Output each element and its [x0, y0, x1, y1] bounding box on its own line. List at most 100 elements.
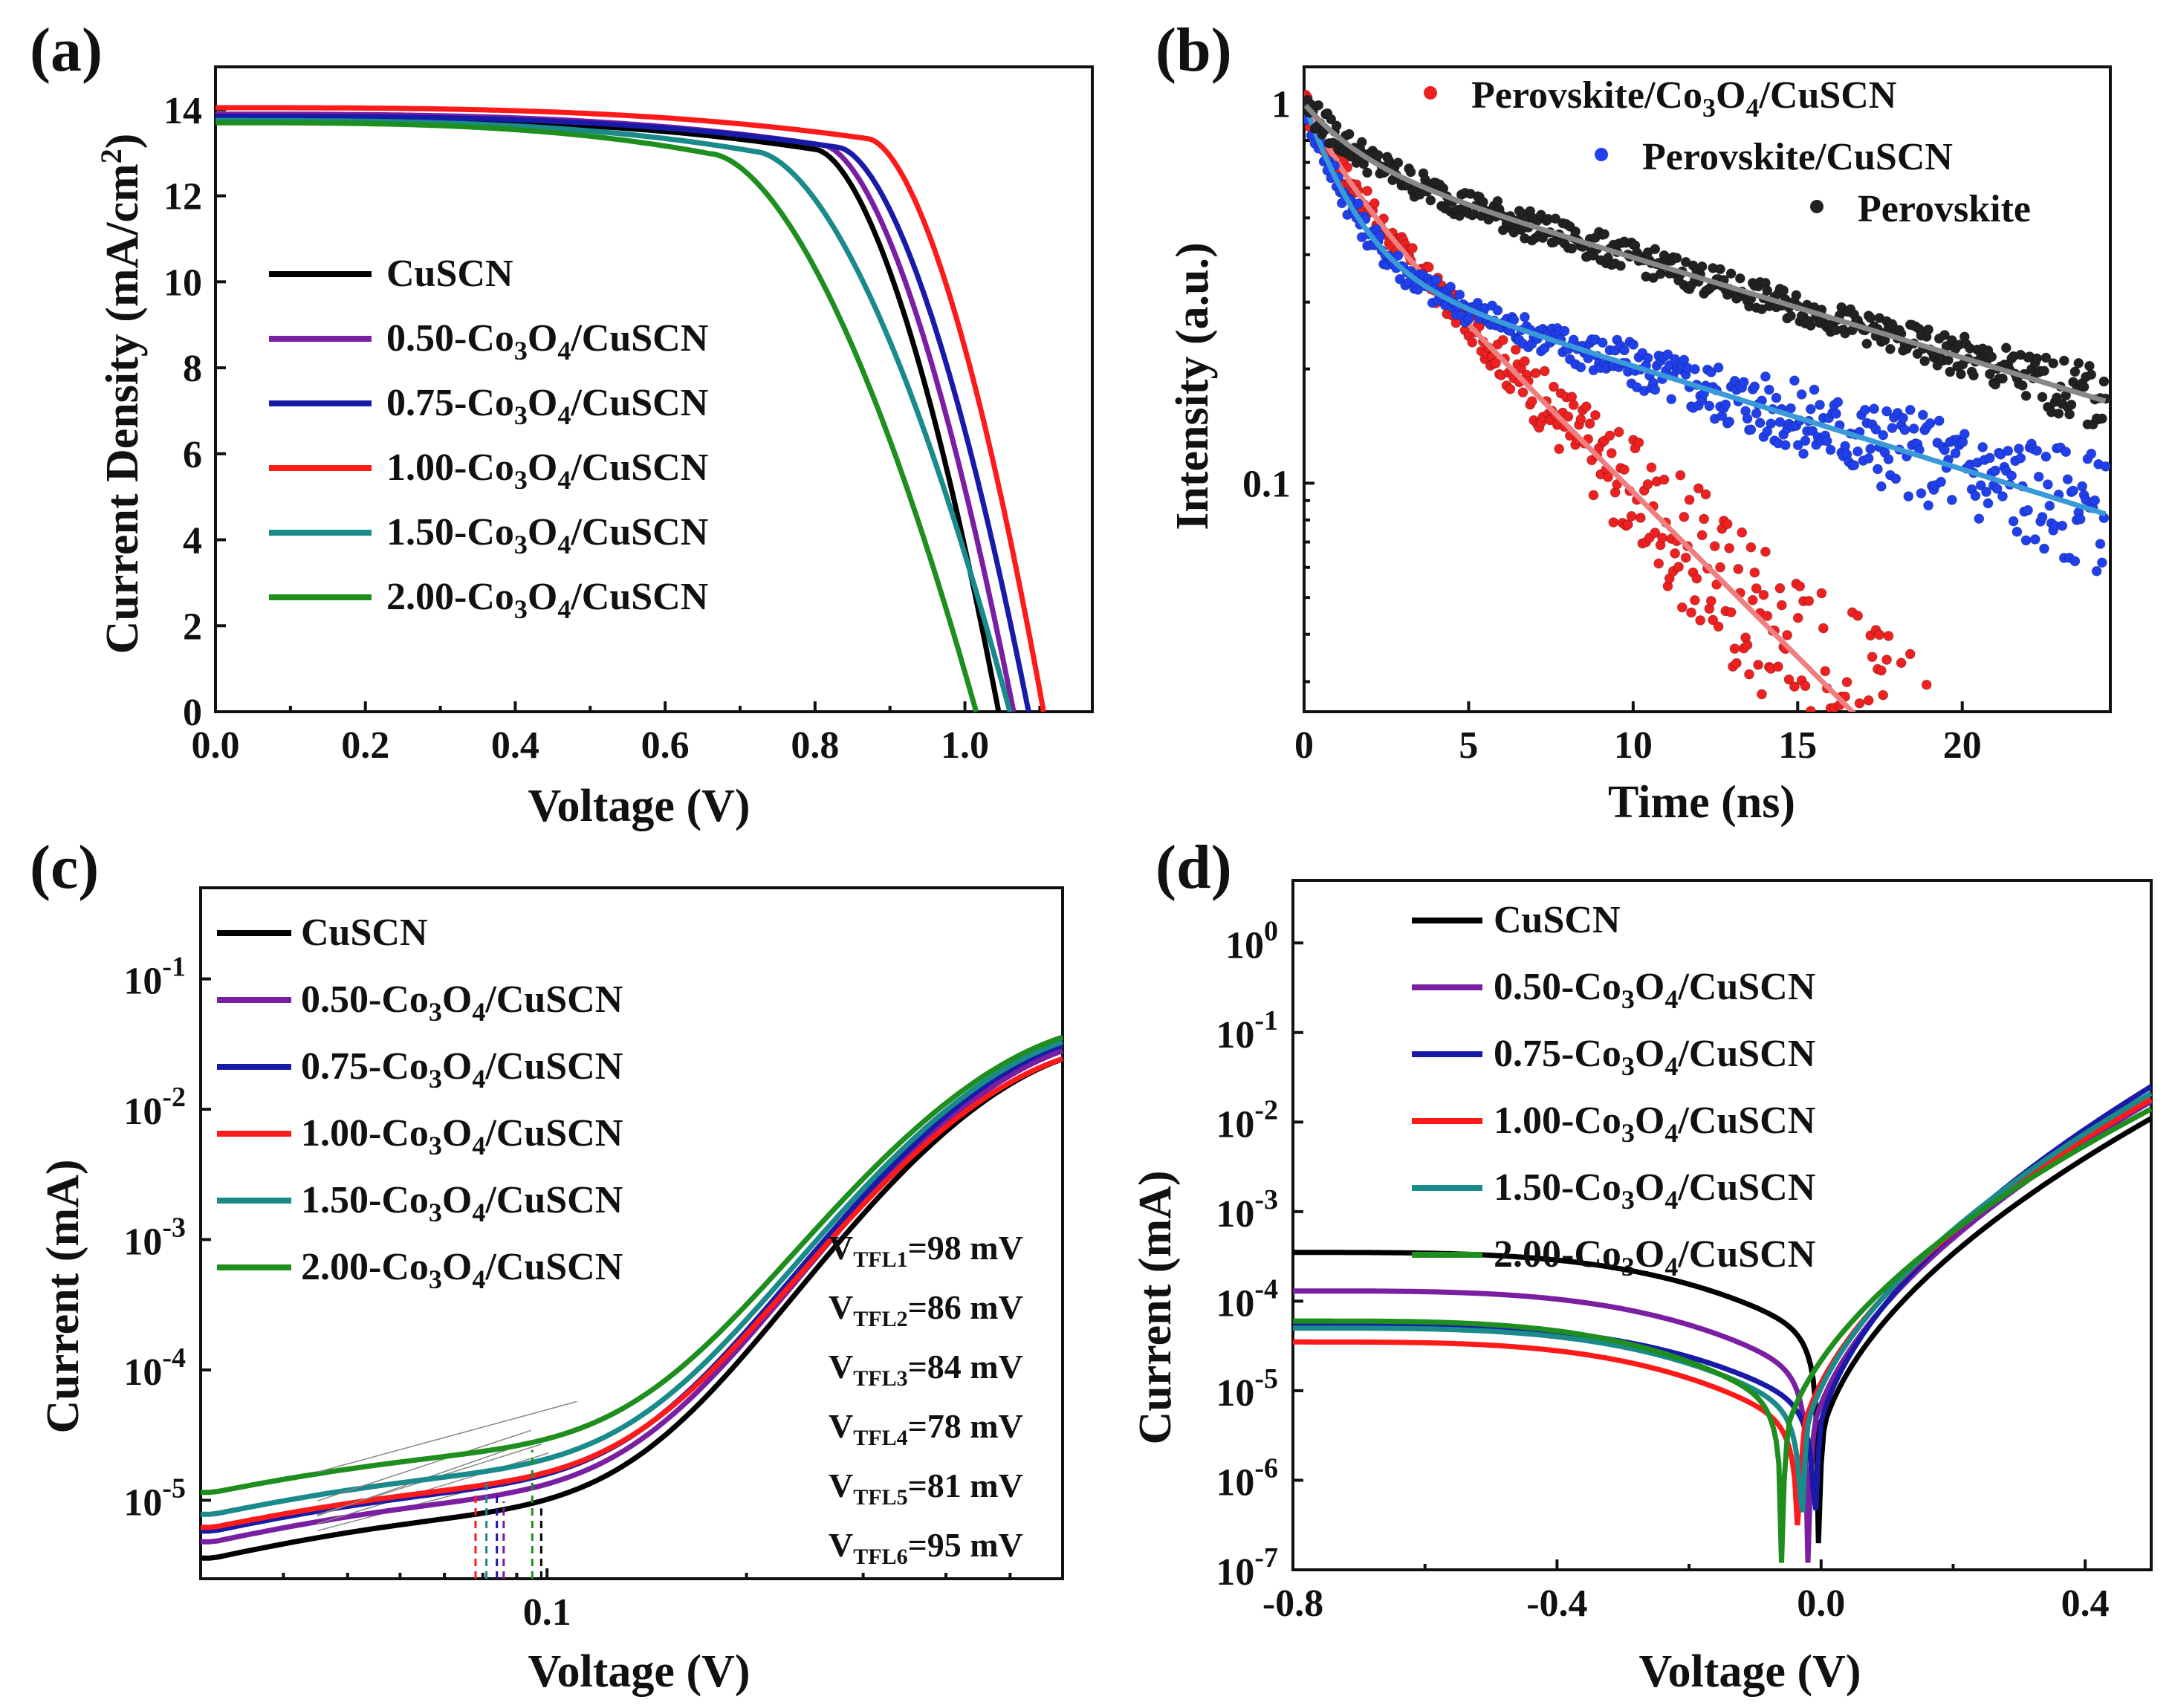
panel-b-point — [1725, 268, 1737, 279]
panel-b-point — [1731, 657, 1742, 669]
panel-b-point — [2091, 565, 2102, 577]
panel-d-legend: CuSCN0.50-Co3O4/CuSCN0.75-Co3O4/CuSCN1.0… — [1412, 899, 1815, 1282]
panel-c-legend-part: /CuSCN — [484, 1045, 623, 1088]
panel-d-legend-sub: 3 — [1621, 1118, 1635, 1148]
panel-b-point — [1792, 612, 1803, 623]
panel-c-frame — [199, 886, 1064, 1580]
panel-a-x-tick-label: 1.0 — [941, 724, 989, 767]
panel-d-legend-part: /CuSCN — [1677, 1233, 1815, 1276]
panel-b-point — [2032, 353, 2043, 364]
panel-d-y-tick-label: 10-4 — [1216, 1273, 1278, 1325]
panel-b-point — [1984, 368, 1995, 380]
panel-b-ylabel: Intensity (a.u.) — [1167, 242, 1218, 530]
panel-d-legend-sub: 4 — [1664, 1051, 1678, 1081]
panel-d-series-2-00-co3o4-cuscn — [1293, 1106, 2153, 1563]
panel-c-vtfl-v: V — [829, 1526, 853, 1564]
panel-b-point — [1747, 594, 1758, 605]
panel-a-y-tick-label: 8 — [183, 348, 202, 390]
panel-a-legend-sub: 3 — [514, 336, 528, 366]
panel-d-y-tick-label: 10-5 — [1216, 1363, 1278, 1415]
panel-b-point — [1505, 383, 1516, 394]
panel-b-point — [1724, 542, 1735, 553]
panel-b-point — [2077, 481, 2088, 492]
panel-b-point — [1548, 381, 1559, 392]
panel-c-y-tick-label: 10-3 — [123, 1212, 186, 1264]
panel-b-point — [1865, 444, 1876, 455]
panel-b-point — [1737, 527, 1748, 538]
panel-b-point — [1705, 367, 1716, 377]
panel-b-point — [1791, 290, 1802, 301]
panel-c-vtfl-value: =78 mV — [908, 1407, 1023, 1445]
panel-a-legend-label-cuscn: CuSCN — [386, 253, 513, 295]
panel-b-point — [1689, 594, 1700, 605]
panel-a-legend-sub: 4 — [557, 530, 571, 559]
panel-a-y-tick-label: 2 — [183, 605, 202, 648]
panel-b-point — [2053, 408, 2064, 419]
panel-b-point — [1693, 483, 1704, 494]
panel-d-y-tick-exp: -6 — [1254, 1452, 1278, 1484]
panel-c-legend-sub: 3 — [429, 1198, 442, 1227]
panel-a-legend-sub: 3 — [514, 594, 528, 624]
panel-a-y-tick-label: 0 — [183, 692, 202, 734]
panel-d-series-0-75-co3o4-cuscn — [1293, 1084, 2153, 1510]
panel-d-y-tick-base: 10 — [1216, 1551, 1254, 1594]
panel-c-legend-sub: 4 — [472, 1131, 485, 1160]
panel-c-vtfl-v: V — [829, 1348, 853, 1386]
panel-b-point — [1800, 681, 1811, 692]
panel-d-legend-part: 0.50-Co — [1494, 966, 1621, 1008]
panel-a-legend-part: /CuSCN — [570, 576, 708, 618]
panel-d-legend-part: /CuSCN — [1677, 1100, 1815, 1142]
panel-b-point — [1407, 243, 1418, 253]
panel-c-y-tick-label: 10-1 — [123, 952, 186, 1003]
panel-b-point — [1783, 674, 1795, 685]
panel-c-vtfl-v: V — [829, 1407, 853, 1445]
panel-b-point — [1780, 440, 1791, 451]
panel-b-point — [2020, 535, 2032, 546]
panel-c-y-tick-exp: -1 — [162, 952, 186, 983]
panel-b-point — [1870, 423, 1881, 435]
panel-a-legend-part: 1.50-Co — [386, 511, 514, 553]
panel-b-point — [1722, 519, 1733, 530]
panel-b-point — [1670, 548, 1681, 559]
panel-b-point — [2048, 358, 2059, 368]
panel-a-y-tick-label: 14 — [163, 90, 202, 132]
panel-b-legend-label-perovskite-co3o4-cuscn: Perovskite/Co3O4/CuSCN — [1471, 74, 1896, 123]
panel-b-legend-label-perovskite-cuscn: Perovskite/CuSCN — [1642, 136, 1953, 178]
panel-b-point — [1874, 629, 1885, 640]
panel-b-point — [1890, 473, 1902, 484]
panel-b-point — [1771, 392, 1782, 403]
panel-d-y-tick-exp: -1 — [1254, 1005, 1278, 1036]
panel-b-point — [1760, 546, 1771, 557]
panel-d-legend-sub: 3 — [1621, 1252, 1635, 1282]
panel-b-point — [1820, 666, 1831, 677]
panel-c-legend-sub: 3 — [429, 1064, 442, 1094]
panel-b-point — [1628, 339, 1639, 350]
panel-b-point — [1708, 614, 1719, 626]
panel-a-jv-curves: (a) 0.0 0.2 0.4 0.6 0.8 1.002468101214CuSCN0.… — [30, 16, 1094, 831]
panel-b-point — [1974, 513, 1985, 525]
panel-b-point — [1633, 437, 1644, 448]
panel-b-fit-perovskite — [1304, 103, 2107, 404]
panel-b-point — [1863, 695, 1874, 706]
panel-b-point — [1916, 488, 1927, 499]
panel-c-legend-label-0-50-co3o4-cuscn: 0.50-Co3O4/CuSCN — [301, 978, 623, 1027]
panel-c-sclc: (c) 0.110-110-210-310-410-5CuSCN0.50-Co3… — [30, 833, 1064, 1697]
panel-b-point — [2033, 471, 2044, 482]
panel-c-y-tick-label: 10-2 — [123, 1082, 186, 1133]
panel-b-point — [1762, 611, 1773, 622]
panel-b-xlabel: Time (ns) — [1608, 777, 1795, 828]
panel-a-y-tick-label: 10 — [163, 262, 202, 304]
panel-b-point — [2020, 390, 2032, 401]
panel-b-point — [1491, 357, 1501, 368]
panel-b-legend-marker-perovskite — [1810, 200, 1823, 213]
panel-b-point — [1742, 640, 1753, 651]
panel-d-legend-label-0-75-co3o4-cuscn: 0.75-Co3O4/CuSCN — [1494, 1033, 1815, 1081]
panel-b-legend-sub: 4 — [1745, 93, 1759, 123]
panel-b-point — [1393, 158, 1404, 169]
panel-b-point — [1720, 399, 1731, 410]
panel-c-legend-sub: 4 — [472, 1198, 485, 1227]
panel-b-point — [1618, 345, 1630, 356]
panel-b-point — [1729, 643, 1740, 655]
panel-c-legend-sub: 3 — [429, 1131, 442, 1160]
panel-b-point — [2011, 526, 2023, 537]
